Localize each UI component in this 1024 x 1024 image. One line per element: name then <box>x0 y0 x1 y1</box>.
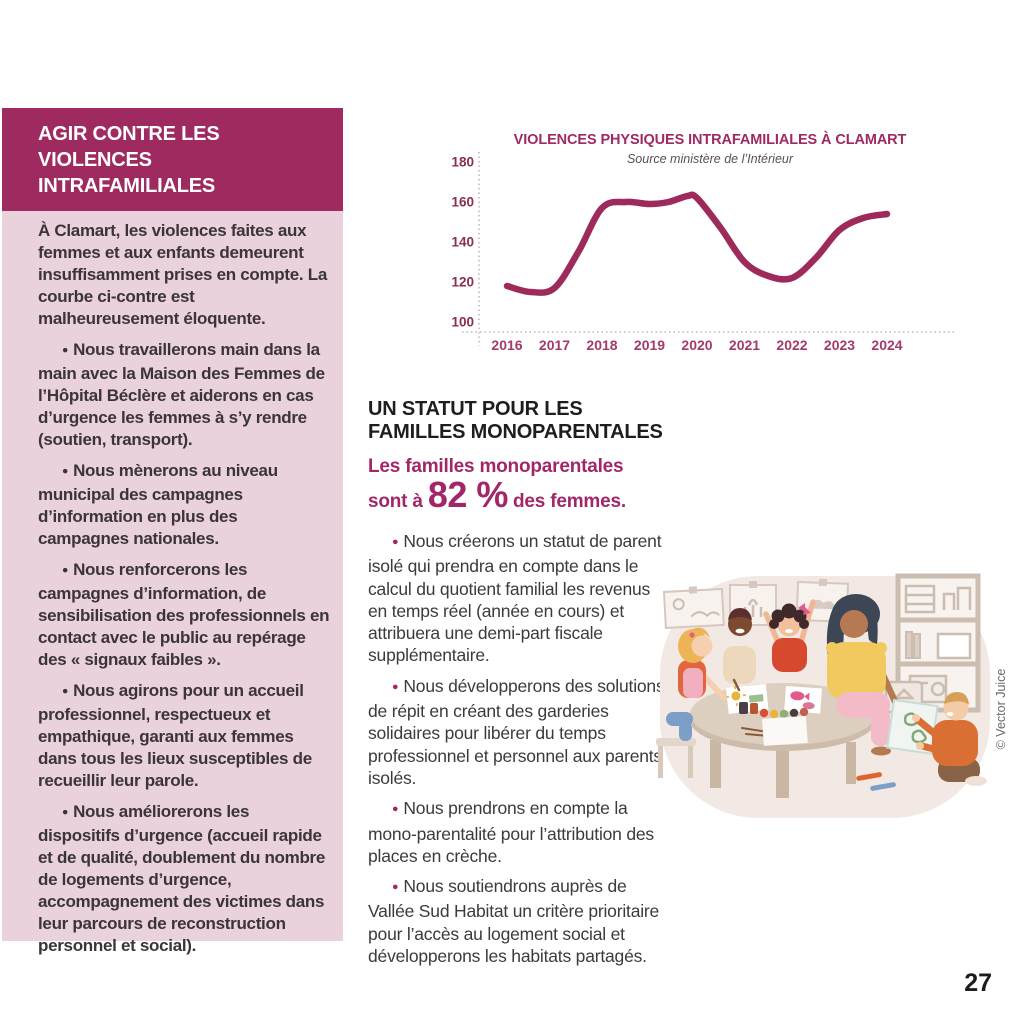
svg-text:2016: 2016 <box>491 337 522 353</box>
sidebar-bullet-2: Nous mènerons au niveau municipal des ca… <box>38 460 330 550</box>
table-leg-right <box>846 742 856 784</box>
svg-text:2023: 2023 <box>824 337 855 353</box>
svg-text:120: 120 <box>451 275 474 290</box>
stat-highlight-line1: Les familles monoparentales <box>368 456 624 477</box>
boy-right <box>886 692 987 786</box>
girl-left <box>656 627 727 778</box>
svg-text:2022: 2022 <box>776 337 807 353</box>
stat-percentage: 82 % <box>427 474 509 515</box>
statut-bullet-4: Nous soutiendrons auprès de Vallée Sud H… <box>368 875 668 967</box>
woman-caregiver <box>826 594 902 756</box>
statut-bullets: Nous créerons un statut de parent isolé … <box>368 530 668 967</box>
table-leg-left <box>710 740 721 788</box>
sidebar-title-line2: INTRAFAMILIALES <box>38 175 215 197</box>
statut-bullet-3: Nous prendrons en compte la mono-parenta… <box>368 797 668 867</box>
blank-sheet <box>762 715 808 746</box>
wall-drawing-sun <box>662 586 725 630</box>
sidebar-bullet-3: Nous renforcerons les campagnes d’inform… <box>38 559 330 671</box>
chart-title: VIOLENCES PHYSIQUES INTRAFAMILIALES À CL… <box>513 132 907 148</box>
statut-bullet-2: Nous développerons des solutions de répi… <box>368 675 668 789</box>
drawing-fish-paper <box>784 686 822 714</box>
sidebar-title: AGIR CONTRE LES VIOLENCES INTRAFAMILIALE… <box>2 108 343 211</box>
svg-text:2021: 2021 <box>729 337 760 353</box>
svg-text:100: 100 <box>451 315 474 330</box>
sidebar-violences: AGIR CONTRE LES VIOLENCES INTRAFAMILIALE… <box>2 108 343 955</box>
sidebar-bullet-5: Nous améliorerons les dispositifs d’urge… <box>38 801 330 957</box>
sidebar-body: À Clamart, les violences faites aux femm… <box>2 211 343 957</box>
section-statut-monoparental: UN STATUT POUR LES FAMILLES MONOPARENTAL… <box>368 398 668 975</box>
crayons <box>856 772 896 791</box>
stat-highlight-line2: sont à 82 % des femmes. <box>368 477 668 519</box>
paint-jars <box>739 702 758 714</box>
girl-arms-up <box>763 599 816 672</box>
stat-prefix: sont à <box>368 491 428 512</box>
svg-text:2017: 2017 <box>539 337 570 353</box>
svg-text:160: 160 <box>451 195 474 210</box>
boy-apron <box>723 608 756 692</box>
sidebar-title-line1: AGIR CONTRE LES VIOLENCES <box>38 123 220 171</box>
children-craft-illustration <box>650 562 995 852</box>
chart-plot-area: 100 120 140 160 180 2016 2017 2018 2019 2020 2021 2… <box>451 152 954 353</box>
statut-bullet-1: Nous créerons un statut de parent isolé … <box>368 530 668 667</box>
statut-heading: UN STATUT POUR LES FAMILLES MONOPARENTAL… <box>368 398 668 444</box>
violence-line-chart: 100 120 140 160 180 2016 2017 2018 2019 2020 2021 2… <box>424 128 996 368</box>
svg-text:2020: 2020 <box>681 337 712 353</box>
sidebar-bullet-1: Nous travaillerons main dans la main ave… <box>38 339 330 451</box>
illustration-credit: © Vector Juice <box>994 668 1008 750</box>
svg-text:2019: 2019 <box>634 337 665 353</box>
svg-text:2018: 2018 <box>586 337 617 353</box>
sidebar-bullet-4: Nous agirons pour un accueil professionn… <box>38 680 330 792</box>
paint-palette <box>759 707 809 719</box>
illustration-scene <box>656 573 990 818</box>
svg-text:140: 140 <box>451 235 474 250</box>
stat-suffix: des femmes. <box>507 491 626 512</box>
page-number: 27 <box>964 969 992 997</box>
statut-heading-line1: UN STATUT POUR LES <box>368 398 583 420</box>
chart-source: Source ministère de l’Intérieur <box>626 152 794 166</box>
svg-text:2024: 2024 <box>871 337 902 353</box>
svg-text:180: 180 <box>451 155 474 170</box>
statut-heading-line2: FAMILLES MONOPARENTALES <box>368 421 663 443</box>
sidebar-intro: À Clamart, les violences faites aux femm… <box>38 221 327 328</box>
table-leg-center <box>776 746 789 798</box>
